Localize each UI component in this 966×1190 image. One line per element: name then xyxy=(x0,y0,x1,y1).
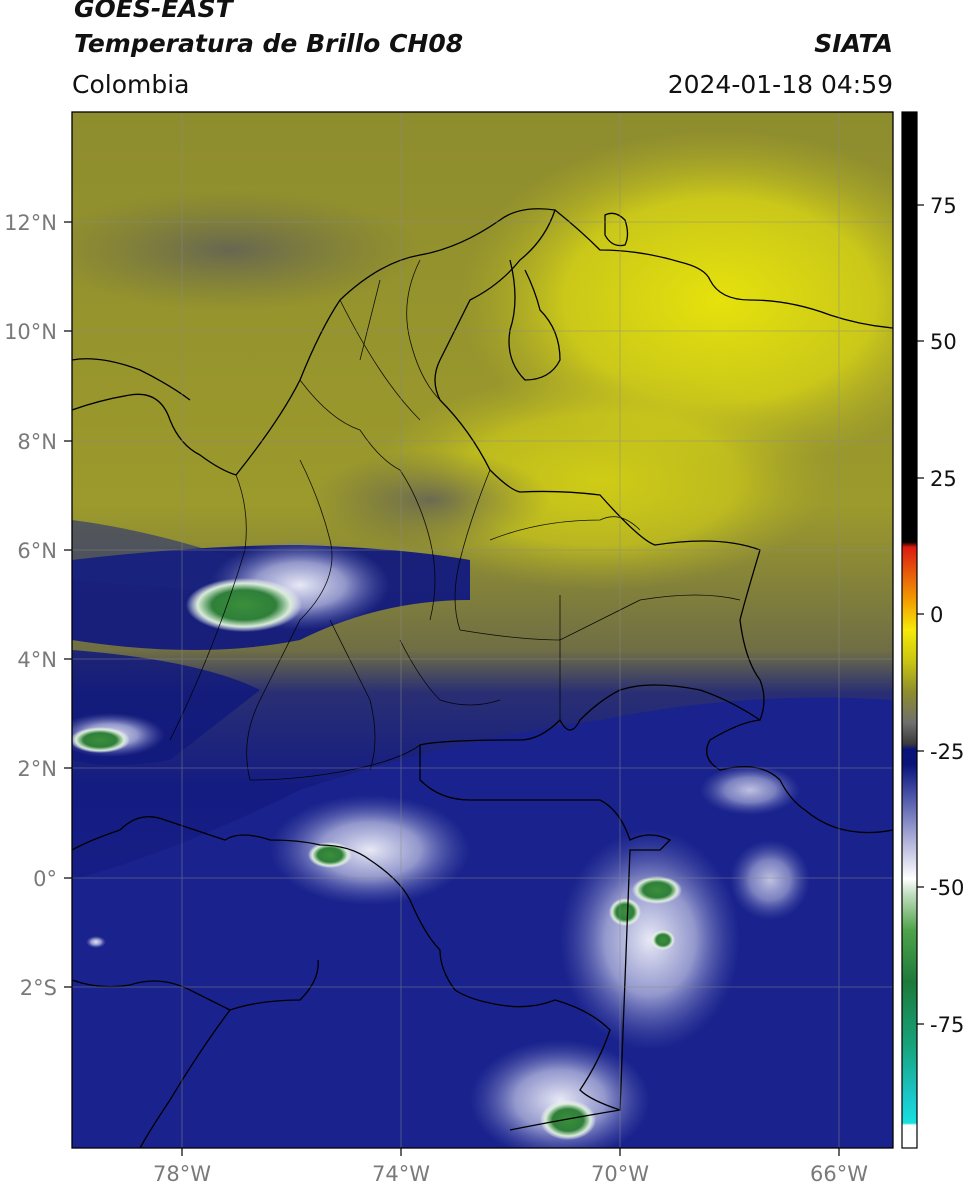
gridlines xyxy=(72,112,893,1148)
lat-tick-label: 2°S xyxy=(20,976,57,1000)
timestamp-label: 2024-01-18 04:59 xyxy=(667,70,893,99)
colorbar-tick-label: 50 xyxy=(930,330,957,354)
lat-tick-label: 4°N xyxy=(17,648,57,672)
colorbar-tick-label: -50 xyxy=(930,876,964,900)
lon-tick-label: 74°W xyxy=(372,1162,430,1186)
lat-tick-label: 0° xyxy=(33,867,57,891)
channel-title: Temperatura de Brillo CH08 xyxy=(74,29,464,58)
colorbar xyxy=(901,111,918,1149)
colorbar-tick-label: 25 xyxy=(930,467,957,491)
lon-tick-label: 66°W xyxy=(810,1162,868,1186)
colorbar-tick-label: 0 xyxy=(930,603,943,627)
country-borders xyxy=(72,208,893,1148)
lon-tick-label: 78°W xyxy=(153,1162,211,1186)
lat-tick-label: 2°N xyxy=(17,757,57,781)
lat-tick-marks xyxy=(64,221,72,988)
region-label: Colombia xyxy=(72,70,190,99)
colorbar-labels: 75 50 25 0 -25 -50 -75 xyxy=(930,194,964,1037)
lat-tick-label: 12°N xyxy=(4,211,57,235)
organization-label: SIATA xyxy=(814,29,893,58)
lat-tick-label: 8°N xyxy=(17,430,57,454)
lat-tick-label: 6°N xyxy=(17,539,57,563)
lon-tick-marks xyxy=(181,1148,840,1156)
colorbar-tick-label: -75 xyxy=(930,1013,964,1037)
lat-tick-label: 10°N xyxy=(4,320,57,344)
colorbar-tick-label: 75 xyxy=(930,194,957,218)
lon-tick-label: 70°W xyxy=(591,1162,649,1186)
brightness-temperature-field xyxy=(72,112,893,1148)
colorbar-tick-label: -25 xyxy=(930,740,964,764)
colorbar-tick-marks xyxy=(917,204,924,1025)
longitude-labels: 78°W 74°W 70°W 66°W xyxy=(153,1162,868,1186)
map-frame xyxy=(71,111,894,1149)
product-title: GOES-EAST xyxy=(74,0,233,23)
latitude-labels: 12°N 10°N 8°N 6°N 4°N 2°N 0° 2°S xyxy=(4,211,57,1000)
department-borders xyxy=(169,259,741,781)
